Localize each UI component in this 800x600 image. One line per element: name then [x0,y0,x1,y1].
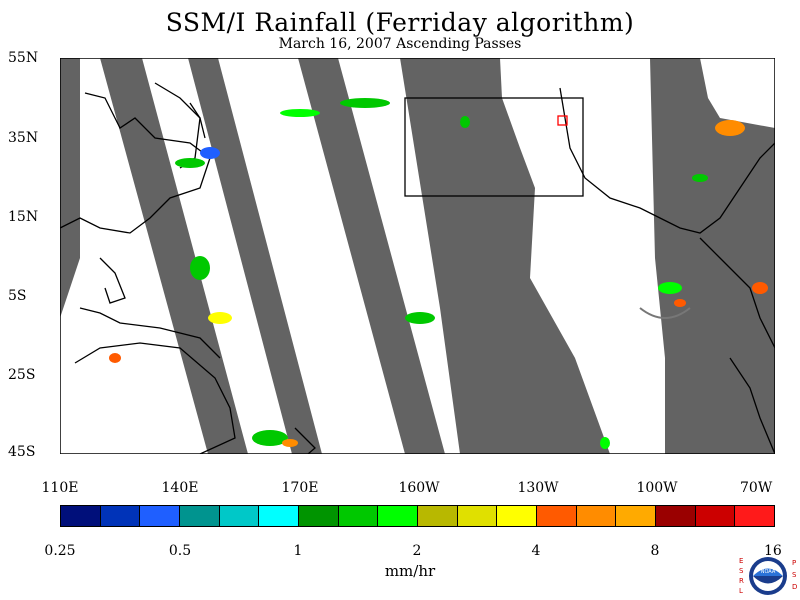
north-america-coast [559,87,775,234]
swath-gap-4 [400,58,610,454]
swath-gap-left-edge [60,58,80,318]
logo-esrl-r: R [739,577,744,585]
unit-label: mm/hr [384,562,436,580]
colorbar-swatch-2 [140,506,181,526]
swath-gap-2 [188,58,322,454]
colorbar-swatch-4 [219,506,260,526]
kamchatka-coast [154,82,206,139]
new-zealand-outline [294,427,316,454]
colorbar-swatch-9 [418,506,458,526]
colorbar-tick-16: 16 [764,543,782,559]
colorbar-swatch-12 [537,506,577,526]
colorbar-swatch-11 [497,506,538,526]
lat-label-25s: 25S [8,367,36,383]
colorbar-tick-2: 2 [412,543,422,559]
asia-coast [60,92,211,234]
lon-label-130w: 130W [517,480,559,496]
region-box [404,97,584,197]
colorbar-tick-0-5: 0.5 [168,543,192,559]
arc-feature [639,307,691,319]
swath-gap-5 [650,58,775,454]
colorbar [60,505,775,527]
colorbar-tick-8: 8 [650,543,660,559]
lon-label-100w: 100W [636,480,678,496]
colorbar-swatch-14 [616,506,657,526]
colorbar-swatch-10 [457,506,498,526]
colorbar-swatch-17 [735,506,775,526]
rainfall-map [60,58,775,454]
rain-patches [109,98,768,449]
lon-label-70w: 70W [740,480,773,496]
map-subtitle: March 16, 2007 Ascending Passes [278,36,522,52]
logo-psd-s: S [792,571,797,579]
colorbar-swatch-0 [61,506,101,526]
colorbar-tick-0-25: 0.25 [44,543,76,559]
colorbar-swatch-15 [656,506,696,526]
logo-psd-p: P [792,559,796,567]
central-america-coast [699,237,775,349]
colorbar-swatch-5 [259,506,300,526]
logo-noaa-text: NOAA [761,569,776,575]
colorbar-swatch-1 [100,506,141,526]
colorbar-swatch-16 [695,506,736,526]
colorbar-swatch-7 [338,506,379,526]
south-america-coast [729,357,775,454]
lat-label-55n: 55N [8,50,39,66]
map-title: SSM/I Rainfall (Ferriday algorithm) [165,8,635,37]
swath-gaps [60,58,775,454]
lon-label-140e: 140E [161,480,199,496]
lat-label-15n: 15N [8,209,39,225]
logo-esrl-l: L [739,587,743,595]
logo-esrl-s: S [739,567,744,575]
swath-gap-1 [100,58,248,454]
lat-label-35n: 35N [8,130,39,146]
lat-label-45s: 45S [8,444,36,460]
colorbar-swatch-3 [180,506,220,526]
lat-label-5s: 5S [8,288,27,304]
colorbar-tick-1: 1 [293,543,303,559]
colorbar-tick-4: 4 [531,543,541,559]
lon-label-170e: 170E [281,480,319,496]
noaa-logo: E S R L NOAA P S D [739,557,797,595]
logo-esrl-e: E [739,557,743,565]
colorbar-swatch-13 [576,506,617,526]
colorbar-swatch-8 [378,506,419,526]
swath-gap-3 [298,58,445,454]
lon-label-110e: 110E [41,480,79,496]
lon-label-160w: 160W [398,480,440,496]
highlight-box [557,115,568,126]
logo-psd-d: D [792,583,797,591]
australia-outline [74,342,236,454]
indonesia-outline [79,307,221,359]
philippines-outline [99,257,126,304]
colorbar-swatch-6 [299,506,339,526]
